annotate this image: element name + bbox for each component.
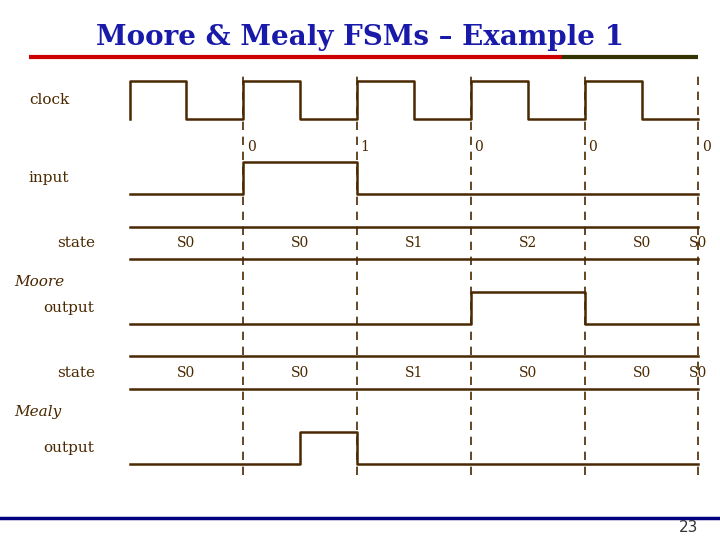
Text: S0: S0: [291, 366, 310, 380]
Text: 0: 0: [247, 140, 256, 154]
Text: Mealy: Mealy: [14, 405, 62, 419]
Text: 0: 0: [702, 140, 711, 154]
Text: Moore: Moore: [14, 275, 65, 289]
Text: S0: S0: [632, 366, 651, 380]
Text: 0: 0: [474, 140, 483, 154]
Text: S0: S0: [689, 366, 708, 380]
Text: state: state: [58, 236, 96, 250]
Text: output: output: [43, 301, 94, 315]
Text: S1: S1: [405, 236, 423, 250]
Text: input: input: [29, 171, 69, 185]
Text: S0: S0: [291, 236, 310, 250]
Text: S2: S2: [518, 236, 537, 250]
Text: S0: S0: [689, 236, 708, 250]
Text: Moore & Mealy FSMs – Example 1: Moore & Mealy FSMs – Example 1: [96, 24, 624, 51]
Text: S0: S0: [518, 366, 537, 380]
Text: S1: S1: [405, 366, 423, 380]
Text: S0: S0: [177, 236, 196, 250]
Text: clock: clock: [29, 93, 69, 107]
Text: output: output: [43, 441, 94, 455]
Text: S0: S0: [177, 366, 196, 380]
Text: 0: 0: [588, 140, 597, 154]
Text: 23: 23: [679, 519, 698, 535]
Text: S0: S0: [632, 236, 651, 250]
Text: 1: 1: [361, 140, 369, 154]
Text: state: state: [58, 366, 96, 380]
